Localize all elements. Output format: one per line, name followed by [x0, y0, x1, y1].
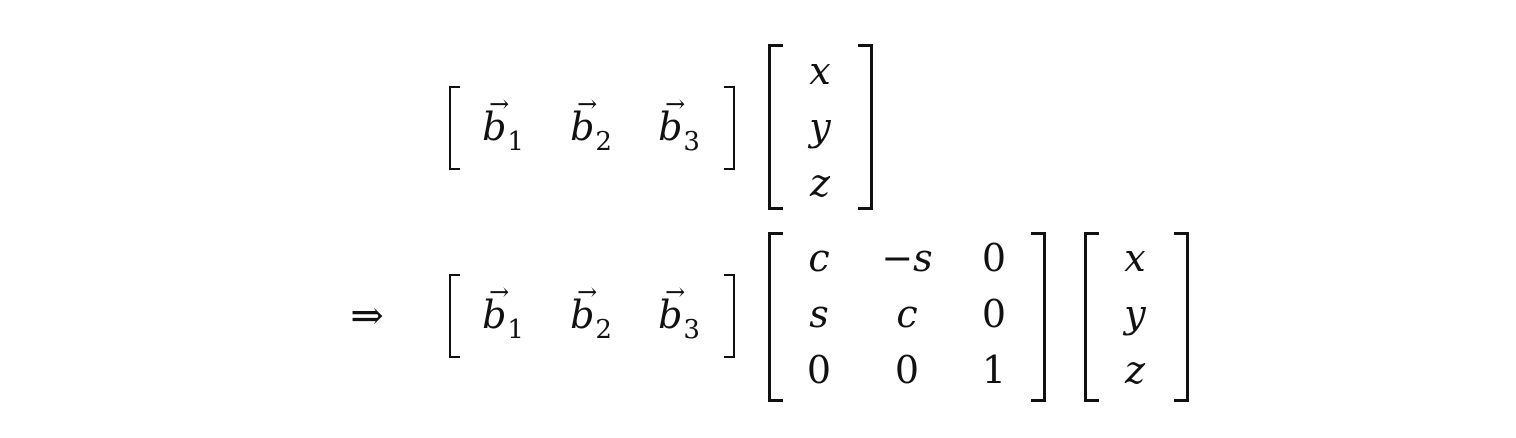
- matrix-cell-r2c2: c: [896, 292, 918, 336]
- row2-basis-vector-3: b → 3: [658, 278, 700, 345]
- matrix-cell-r2c1: s: [809, 292, 829, 336]
- row2-coord-y: y: [1124, 292, 1146, 336]
- row2-coord-x: x: [1124, 236, 1146, 280]
- rotation-matrix-right-bracket: [1031, 232, 1046, 402]
- row1-basis-left-bracket: [449, 86, 460, 170]
- matrix-cell-r2c3: 0: [981, 292, 1007, 336]
- matrix-cell-r3c3: 1: [981, 348, 1007, 392]
- row2-coord-z: z: [1124, 348, 1146, 392]
- matrix-cell-r1c2: −s: [881, 236, 933, 280]
- matrix-cell-r3c1: 0: [806, 348, 832, 392]
- row2-coords-left-bracket: [1084, 232, 1099, 402]
- row2-basis-left-bracket: [449, 274, 460, 358]
- matrix-cell-r1c1: c: [808, 236, 830, 280]
- row1-basis-vector-1: b → 1: [482, 90, 524, 157]
- implies-symbol: ⇒: [350, 293, 384, 339]
- row2-coords-right-bracket: [1174, 232, 1189, 402]
- matrix-cell-r3c2: 0: [894, 348, 920, 392]
- row2-basis-right-bracket: [724, 274, 735, 358]
- row1-coord-z: z: [809, 161, 831, 205]
- row1-coords-left-bracket: [768, 44, 783, 210]
- row1-coords-right-bracket: [858, 44, 873, 210]
- row2-basis-vector-2: b → 2: [570, 278, 612, 345]
- row1-coord-x: x: [809, 49, 831, 93]
- row1-basis-vector-3: b → 3: [658, 90, 700, 157]
- row1-basis-right-bracket: [724, 86, 735, 170]
- matrix-cell-r1c3: 0: [981, 236, 1007, 280]
- rotation-matrix-left-bracket: [768, 232, 783, 402]
- row1-basis-vector-2: b → 2: [570, 90, 612, 157]
- row1-coord-y: y: [809, 105, 831, 149]
- row2-basis-vector-1: b → 1: [482, 278, 524, 345]
